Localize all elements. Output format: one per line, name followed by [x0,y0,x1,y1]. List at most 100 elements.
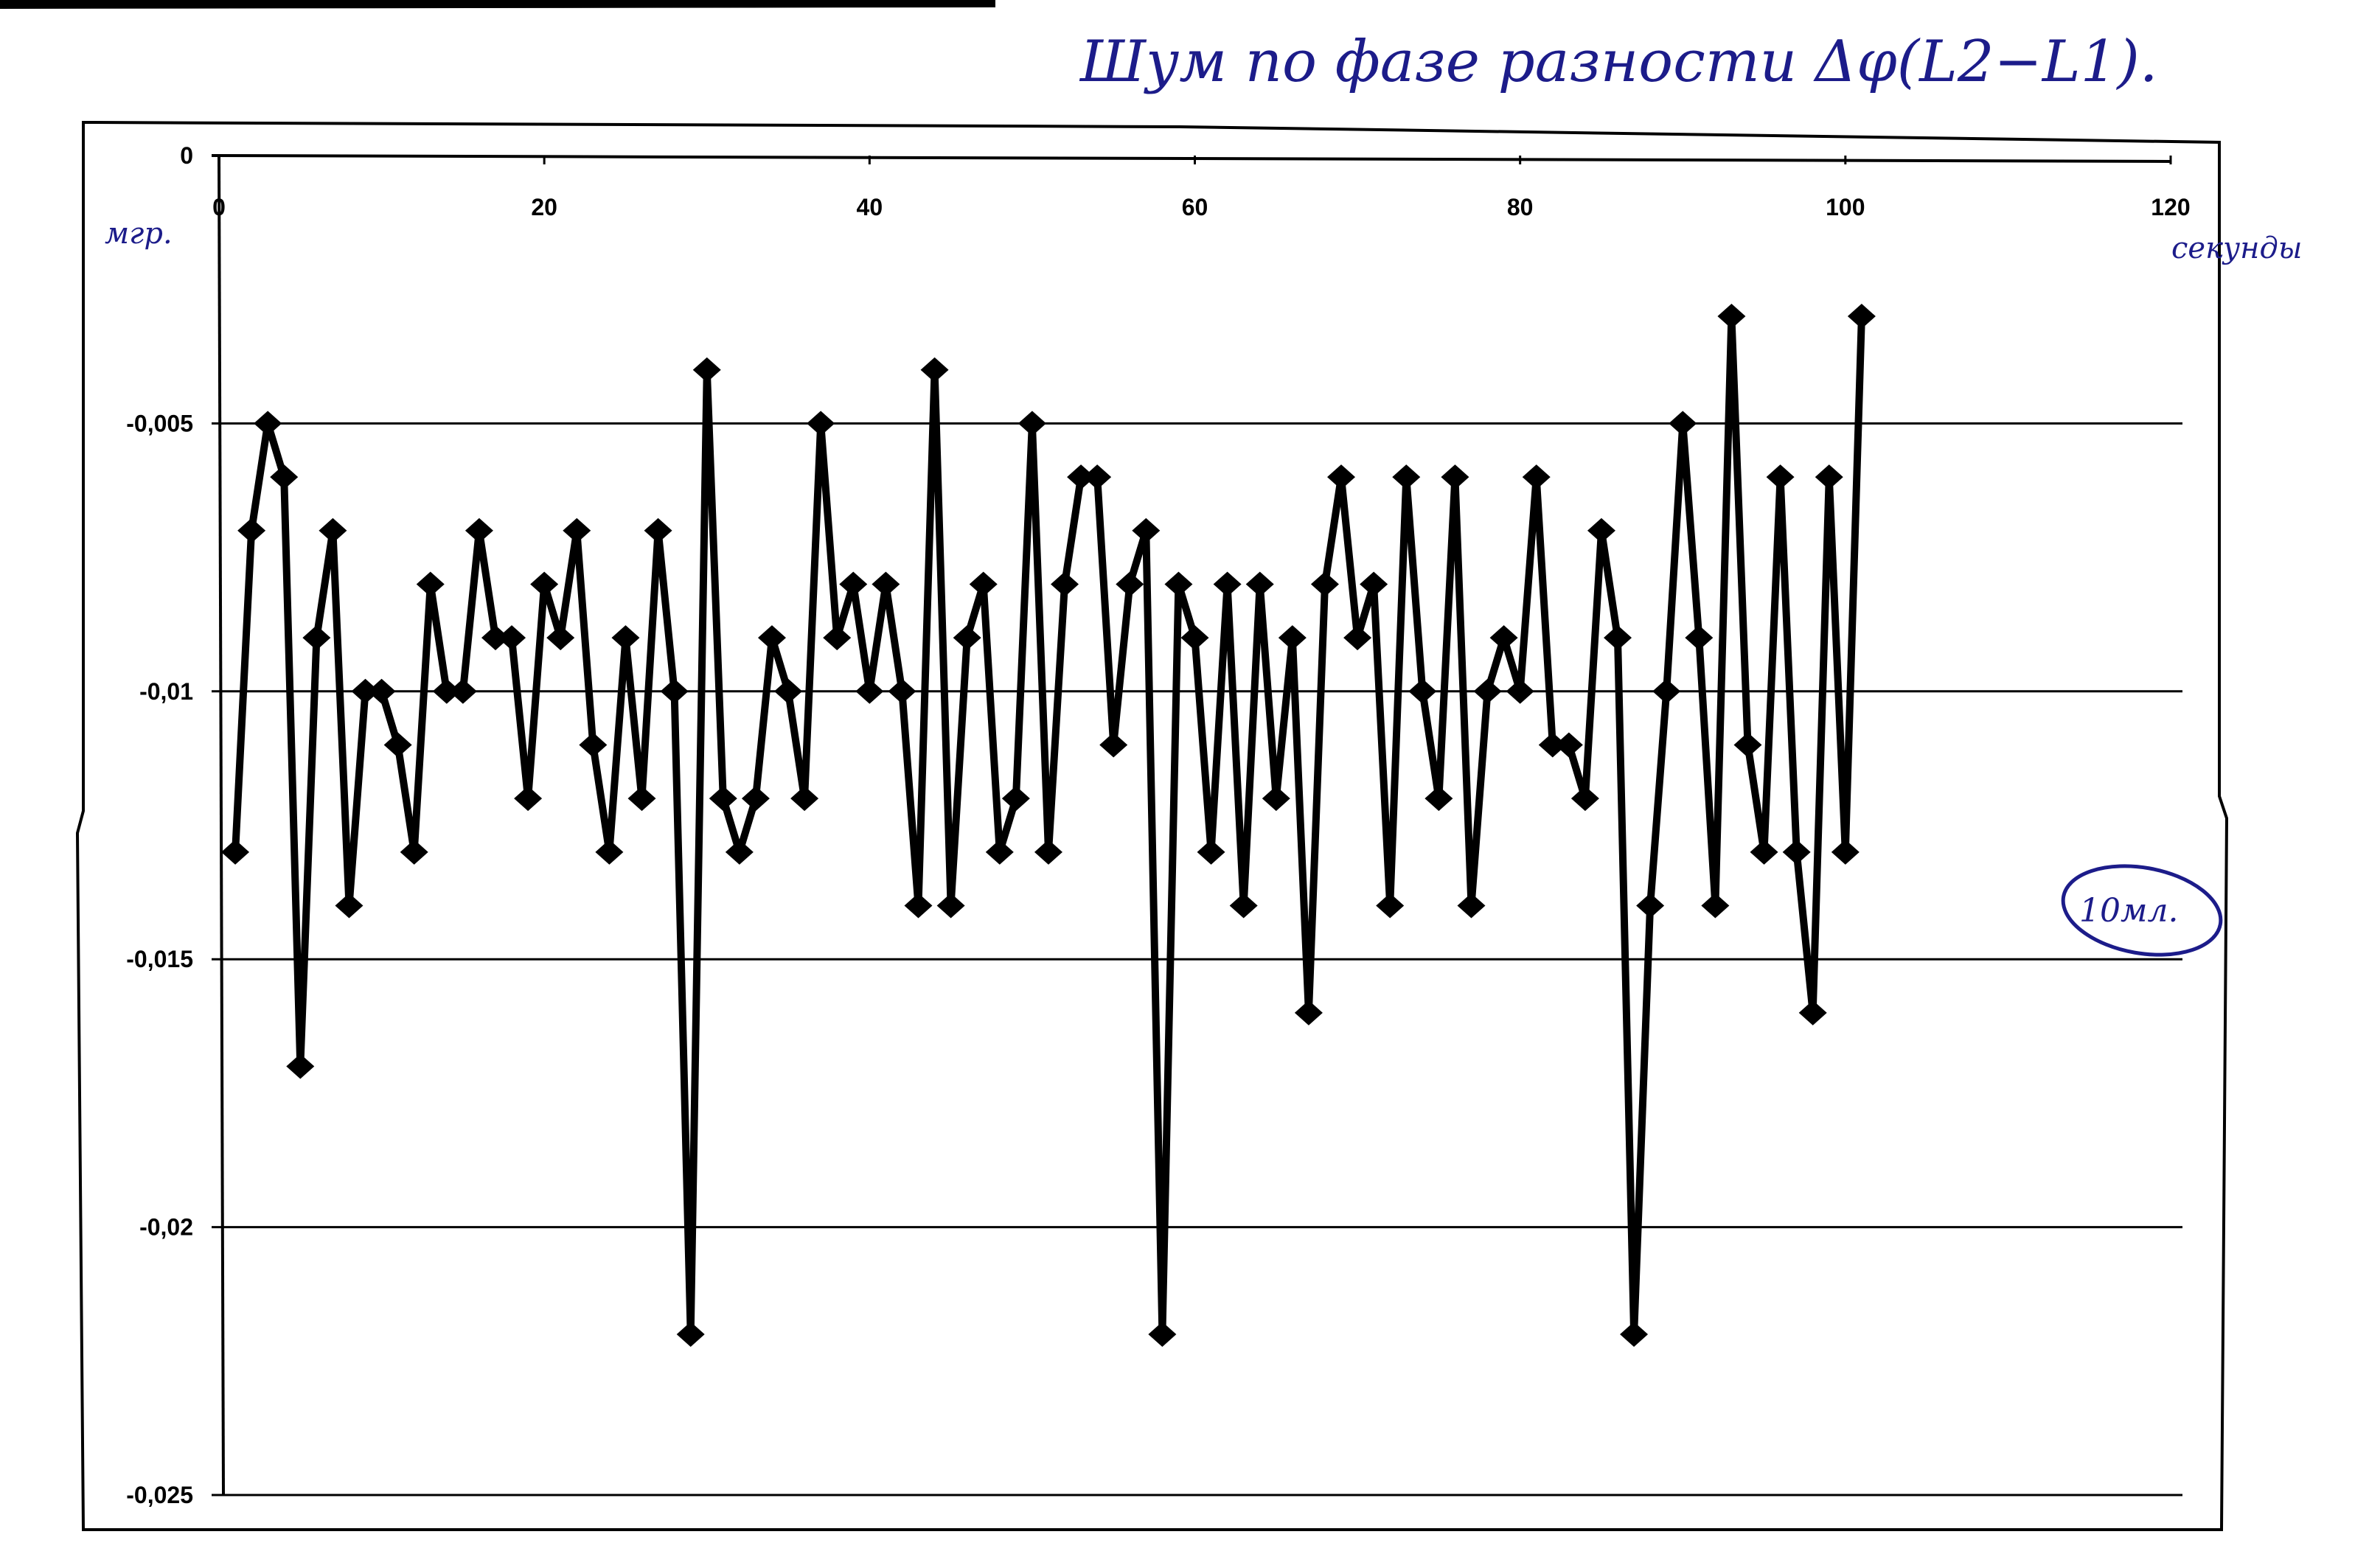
data-point [1001,786,1030,812]
data-point [1798,1000,1827,1025]
x-tick-labels: 0 20 40 60 80 100 120 [212,156,2191,220]
data-point [644,518,672,543]
data-point [1278,625,1307,651]
data-point [302,625,331,651]
data-point [1180,625,1209,651]
data-point [530,571,559,597]
x-axis [211,154,2171,163]
data-point [790,786,819,812]
data-point [237,518,266,543]
y-tick-label: -0,015 [126,946,193,972]
data-point [563,518,591,543]
data-point [774,678,803,704]
data-point [1067,464,1096,490]
annotation-circle [2061,864,2223,957]
y-tick-label: -0,02 [139,1214,193,1241]
data-point [335,893,363,919]
data-point [1099,732,1128,758]
y-tick-label: -0,01 [139,678,193,705]
x-tick-label: 100 [1826,194,1865,220]
data-point [904,893,933,919]
data-point [1441,464,1469,490]
data-point [1636,893,1665,919]
data-point [1327,464,1356,490]
y-tick-labels: 0 -0,005 -0,01 -0,015 -0,02 -0,025 [126,142,193,1508]
data-point [1570,786,1599,812]
data-point [725,839,754,865]
data-point [660,678,689,704]
data-point [1051,571,1079,597]
data-point [920,357,949,383]
x-tick-label: 20 [531,194,557,220]
data-point [936,893,965,919]
data-point [1164,571,1193,597]
data-point [1733,732,1762,758]
data-point [367,678,396,704]
y-tick-label: -0,005 [126,410,193,436]
data-point [692,357,721,383]
scan-edge-mark [0,0,996,9]
y-tick-label: 0 [180,142,193,169]
data-point [1148,1321,1177,1347]
data-point [1831,839,1860,865]
data-point [319,518,347,543]
data-point [1489,625,1518,651]
data-point [221,839,250,865]
data-point [1717,304,1746,330]
data-point [1132,518,1161,543]
data-point [1245,571,1274,597]
series-markers [221,304,1876,1347]
data-point [1750,839,1778,865]
data-point [888,678,916,704]
data-point [627,786,656,812]
data-point [286,1053,315,1079]
data-point [611,625,640,651]
data-point [985,839,1014,865]
chart-title: Шум по фазе разности Δφ(L2−L1). [1079,29,2158,95]
data-point [1197,839,1225,865]
data-point [448,678,477,704]
data-point [969,571,998,597]
x-axis-label: секунды [2171,231,2302,265]
data-point [416,571,445,597]
x-tick-label: 120 [2151,194,2190,220]
data-point [741,786,770,812]
data-point [254,411,282,436]
annotation-label: 10мл. [2079,892,2178,930]
data-point [1392,464,1421,490]
data-point [270,464,299,490]
x-tick-label: 40 [857,194,883,220]
data-point [953,625,981,651]
data-point [1506,678,1534,704]
data-point [872,571,900,597]
data-point [1457,893,1486,919]
data-point [1587,518,1615,543]
data-point [1604,625,1632,651]
data-point [579,732,608,758]
data-point [1847,304,1876,330]
data-point [481,625,509,651]
data-point [1229,893,1258,919]
data-point [1310,571,1339,597]
data-point [1538,732,1567,758]
data-point [1473,678,1502,704]
data-point [757,625,786,651]
data-point [807,411,835,436]
data-point [1620,1321,1649,1347]
data-point [1017,411,1046,436]
y-tick-label: -0,025 [126,1482,193,1508]
data-point [432,678,461,704]
data-point [839,571,868,597]
data-point [514,786,543,812]
data-point [1083,464,1112,490]
data-point [498,625,526,651]
data-point [400,839,428,865]
data-point [1782,839,1811,865]
data-point [1213,571,1242,597]
series-line [232,316,1865,1335]
data-point [1669,411,1697,436]
data-point [1343,625,1372,651]
data-point [709,786,737,812]
data-point [1294,1000,1323,1025]
